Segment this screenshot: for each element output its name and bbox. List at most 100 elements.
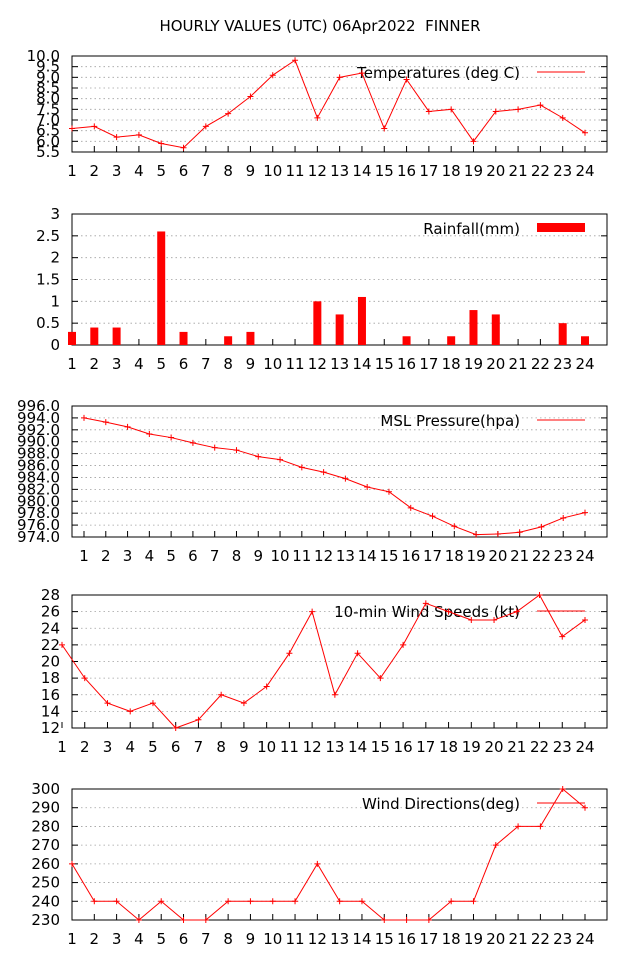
y-tick-label: 20 bbox=[41, 653, 60, 671]
x-tick-label: 2 bbox=[90, 930, 100, 948]
x-tick-label: 12 bbox=[314, 547, 333, 565]
x-tick-label: 22 bbox=[530, 738, 549, 756]
x-tick-label: 11 bbox=[285, 355, 304, 373]
bar bbox=[246, 331, 255, 345]
x-tick-label: 9 bbox=[239, 738, 249, 756]
x-tick-label: 21 bbox=[509, 162, 528, 180]
series-line bbox=[71, 59, 586, 149]
y-tick-label: 994.0 bbox=[17, 409, 60, 427]
chart-panel-3: 974.0976.0978.0980.0982.0984.0986.0988.0… bbox=[17, 397, 608, 565]
data-point bbox=[314, 114, 321, 121]
data-point bbox=[448, 898, 455, 905]
x-tick-label: 4 bbox=[134, 930, 144, 948]
x-tick-label: 5 bbox=[148, 738, 158, 756]
y-tick-label: 12 bbox=[41, 719, 60, 737]
data-point bbox=[158, 140, 165, 147]
data-point bbox=[407, 504, 414, 511]
data-point bbox=[102, 419, 109, 426]
data-point bbox=[385, 488, 392, 495]
data-point bbox=[113, 134, 120, 141]
data-point bbox=[342, 475, 349, 482]
data-point bbox=[492, 842, 499, 849]
y-tick-label: 250 bbox=[31, 874, 60, 892]
y-tick-label: 3 bbox=[50, 205, 60, 223]
y-tick-label: 16 bbox=[41, 686, 60, 704]
bar bbox=[491, 314, 500, 345]
data-point bbox=[403, 917, 410, 923]
chart-panel-2: 00.511.522.531 2 3 4 5 6 7 8 9 10 11 12 13 14 15 16 17 18… bbox=[36, 205, 608, 373]
data-point bbox=[202, 123, 209, 130]
x-tick-label: 4 bbox=[145, 547, 155, 565]
y-tick-label: 14 bbox=[41, 702, 60, 720]
data-point bbox=[240, 700, 247, 707]
x-tick-label: 9 bbox=[246, 930, 256, 948]
bar bbox=[447, 336, 456, 345]
x-tick-label: 12 bbox=[308, 162, 327, 180]
series-line bbox=[61, 594, 586, 729]
x-tick-label: 7 bbox=[194, 738, 204, 756]
data-point bbox=[286, 650, 293, 657]
y-tick-label: 6.0 bbox=[36, 132, 60, 150]
x-tick-label: 21 bbox=[510, 547, 529, 565]
bar bbox=[402, 336, 411, 345]
data-point bbox=[158, 898, 165, 905]
x-tick-label: 20 bbox=[486, 162, 505, 180]
data-point bbox=[491, 616, 498, 623]
x-tick-label: 13 bbox=[330, 930, 349, 948]
legend-label: Rainfall(mm) bbox=[423, 220, 520, 238]
data-point bbox=[515, 823, 522, 830]
x-tick-label: 8 bbox=[223, 930, 233, 948]
data-point bbox=[314, 860, 321, 867]
x-tick-label: 15 bbox=[379, 547, 398, 565]
y-tick-label: 8.5 bbox=[36, 79, 60, 97]
data-point bbox=[292, 57, 299, 64]
x-tick-label: 6 bbox=[179, 355, 189, 373]
data-point bbox=[559, 633, 566, 640]
legend-label: Temperatures (deg C) bbox=[356, 64, 520, 82]
x-tick-label: 2 bbox=[90, 162, 100, 180]
x-tick-label: 2 bbox=[90, 355, 100, 373]
y-tick-label: 26 bbox=[41, 603, 60, 621]
x-tick-label: 18 bbox=[442, 930, 461, 948]
x-tick-label: 11 bbox=[292, 547, 311, 565]
data-point bbox=[516, 529, 523, 536]
x-tick-label: 13 bbox=[325, 738, 344, 756]
data-point bbox=[358, 898, 365, 905]
x-tick-label: 3 bbox=[123, 547, 133, 565]
x-tick-label: 6 bbox=[179, 162, 189, 180]
x-tick-label: 5 bbox=[156, 355, 166, 373]
legend-label: 10-min Wind Speeds (kt) bbox=[334, 603, 520, 621]
data-point bbox=[470, 138, 477, 145]
x-tick-label: 17 bbox=[419, 930, 438, 948]
x-tick-label: 8 bbox=[223, 162, 233, 180]
x-tick-label: 16 bbox=[397, 930, 416, 948]
x-tick-label: 21 bbox=[507, 738, 526, 756]
data-point bbox=[336, 74, 343, 81]
x-tick-label: 4 bbox=[125, 738, 135, 756]
x-tick-label: 19 bbox=[464, 930, 483, 948]
x-tick-label: 23 bbox=[553, 162, 572, 180]
data-point bbox=[309, 608, 316, 615]
data-point bbox=[69, 860, 75, 867]
x-tick-label: 8 bbox=[232, 547, 242, 565]
data-point bbox=[422, 600, 429, 607]
x-tick-label: 15 bbox=[371, 738, 390, 756]
bar bbox=[581, 336, 589, 345]
x-tick-label: 12 bbox=[308, 355, 327, 373]
data-point bbox=[225, 898, 232, 905]
data-point bbox=[473, 531, 480, 538]
x-tick-label: 13 bbox=[330, 162, 349, 180]
y-tick-label: 996.0 bbox=[17, 397, 60, 415]
x-tick-label: 7 bbox=[201, 162, 211, 180]
data-point bbox=[537, 102, 544, 109]
x-tick-label: 14 bbox=[348, 738, 367, 756]
data-point bbox=[336, 898, 343, 905]
data-point bbox=[247, 93, 254, 100]
x-tick-label: 8 bbox=[223, 355, 233, 373]
data-point bbox=[81, 414, 87, 421]
x-tick-label: 24 bbox=[575, 738, 594, 756]
y-tick-label: 976.0 bbox=[17, 516, 60, 534]
x-tick-label: 20 bbox=[486, 930, 505, 948]
data-point bbox=[168, 434, 175, 441]
